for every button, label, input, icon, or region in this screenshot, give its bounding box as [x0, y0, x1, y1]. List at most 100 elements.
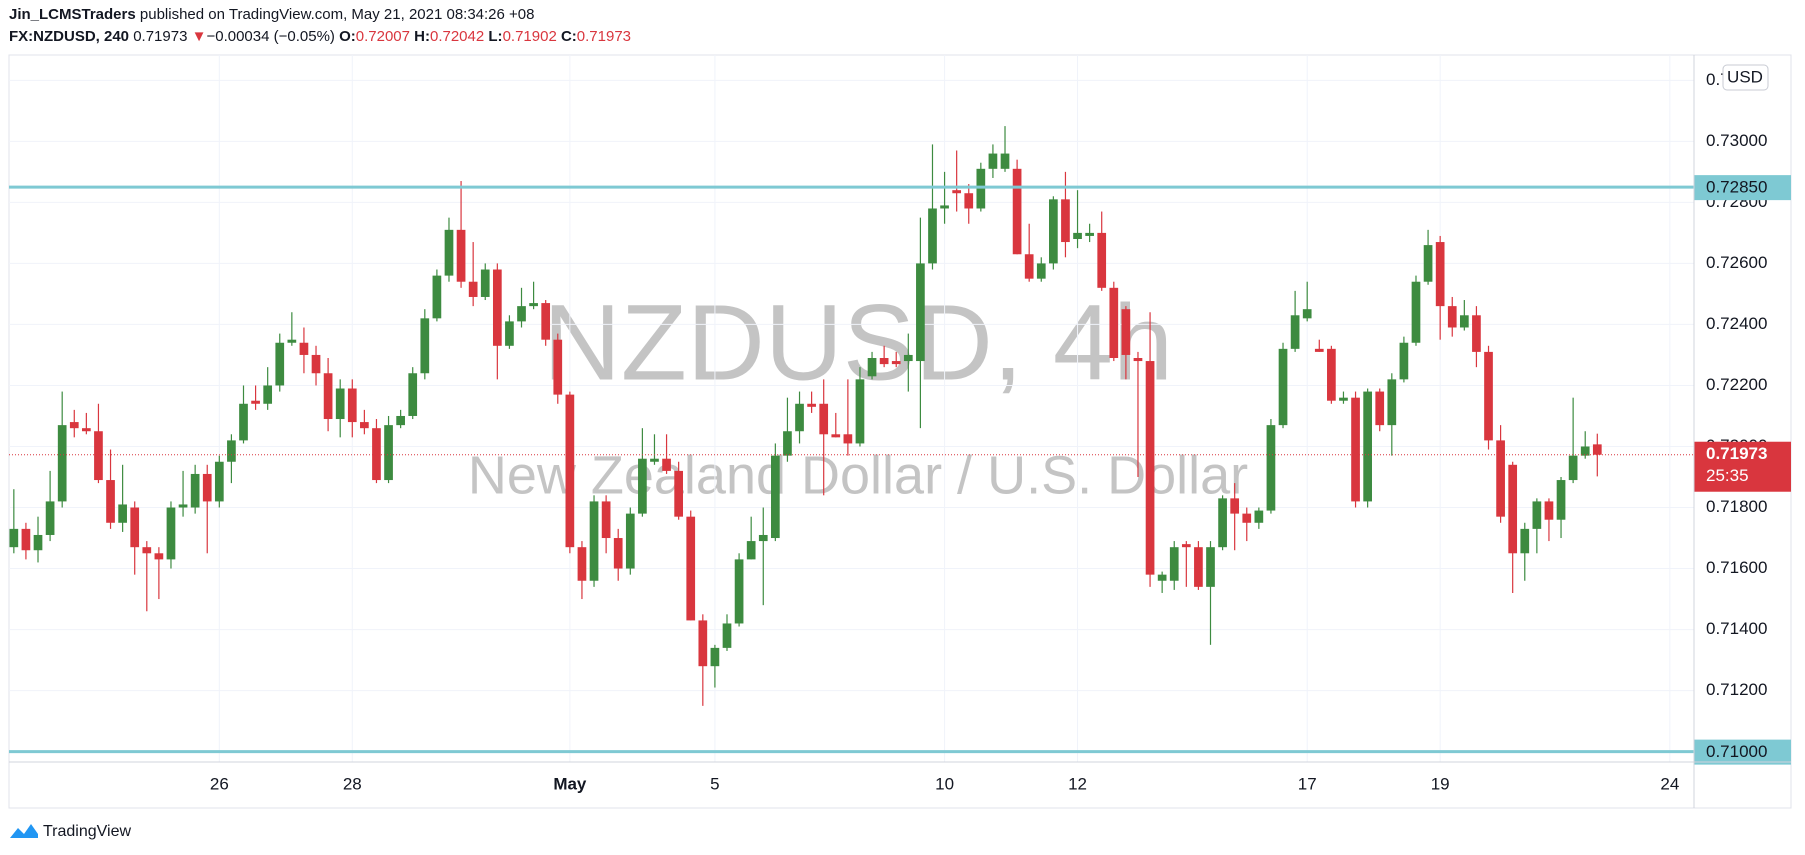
candle-body: [106, 480, 115, 523]
candle-body: [638, 458, 647, 514]
change: −0.00034 (−0.05%): [206, 28, 335, 45]
candle-body: [1290, 315, 1300, 349]
candle-body: [57, 425, 67, 502]
candle-body: [1411, 281, 1421, 343]
candle-body: [275, 342, 285, 386]
candle-body: [178, 504, 188, 508]
candle-body: [444, 229, 454, 276]
candle-body: [1218, 498, 1227, 548]
legend-value: 0.72007: [355, 28, 410, 45]
legend-label: L:: [488, 28, 503, 45]
frame: [8, 54, 1792, 809]
y-tick-label: 0.72600: [1706, 253, 1767, 272]
candle-body: [674, 470, 683, 517]
candle-body: [251, 400, 260, 404]
candle-body: [916, 263, 925, 362]
x-tick-label: 28: [343, 774, 362, 793]
candle-body: [940, 205, 949, 209]
candle-body: [541, 303, 551, 340]
candle-body: [625, 513, 635, 569]
candle-body: [529, 303, 538, 307]
candle-body: [492, 269, 502, 346]
candle-body: [1061, 199, 1070, 243]
candle-body: [976, 168, 986, 209]
candle-body: [420, 318, 430, 374]
candle-body: [118, 504, 127, 523]
candle-body: [650, 458, 659, 462]
candle-body: [1097, 232, 1107, 288]
candle-body: [843, 434, 853, 444]
candle-body: [783, 431, 792, 456]
candle-body: [577, 547, 587, 581]
y-tick-label: 0.71600: [1706, 558, 1767, 577]
candle-body: [879, 358, 889, 365]
candle-body: [1423, 245, 1433, 282]
candle-body: [517, 306, 526, 322]
author: Jin_LCMSTraders: [9, 6, 136, 23]
candle-body: [94, 431, 103, 481]
candle-body: [831, 434, 841, 438]
last-price-label: 0.71973: [1706, 444, 1767, 463]
watermark-description: New Zealand Dollar / U.S. Dollar: [468, 445, 1248, 505]
candle-body: [1363, 391, 1372, 502]
candle-body: [299, 342, 309, 355]
candle-body: [408, 373, 418, 416]
candle-body: [1242, 513, 1252, 523]
candle-body: [770, 455, 780, 539]
candle-body: [1278, 348, 1288, 426]
candle-body: [1230, 498, 1240, 514]
candle-body: [287, 339, 297, 343]
candle-body: [1327, 348, 1336, 401]
y-tick-label: 0.71200: [1706, 680, 1767, 699]
candle-body: [1206, 547, 1215, 587]
candle-body: [565, 394, 575, 548]
candle-body: [311, 354, 321, 374]
candle-body: [45, 501, 55, 535]
candle-body: [9, 528, 19, 548]
candle-body: [227, 440, 236, 462]
candle-body: [807, 403, 816, 407]
candle-body: [1520, 528, 1530, 554]
candle-body: [952, 190, 962, 194]
x-tick-label: 26: [210, 774, 229, 793]
candle-body: [819, 403, 829, 435]
x-tick-label: May: [553, 774, 587, 793]
symbol-line: FX:NZDUSD, 240 0.71973 ▼−0.00034 (−0.05%…: [9, 28, 631, 45]
candle-body: [396, 415, 405, 426]
candle-body: [710, 647, 720, 667]
candle-body: [662, 458, 671, 471]
legend-value: 0.71902: [502, 28, 557, 45]
candle-body: [166, 507, 176, 560]
legend-value: 0.72042: [429, 28, 485, 45]
candle-body: [795, 403, 804, 432]
currency: USD: [1727, 67, 1763, 86]
candle-body: [1254, 510, 1264, 523]
candle-body: [33, 534, 43, 551]
legend-label: C:: [560, 28, 577, 45]
candle-body: [1447, 306, 1457, 328]
level-label: 0.71000: [1706, 742, 1767, 761]
symbol: FX:NZDUSD, 240: [9, 28, 130, 45]
candle-body: [1085, 232, 1094, 236]
candle-body: [1000, 153, 1010, 169]
brand-logo: TradingView: [10, 823, 131, 840]
candle-body: [1133, 358, 1143, 362]
candle-body: [21, 528, 31, 551]
candle-body: [456, 229, 466, 282]
candle-body: [734, 559, 744, 624]
candle-body: [1592, 444, 1602, 455]
candle-body: [130, 507, 140, 548]
candle-body: [1121, 309, 1131, 355]
countdown: 25:35: [1706, 466, 1749, 485]
candle-body: [1073, 232, 1082, 239]
currency-box: [1722, 64, 1769, 91]
candle-body: [82, 428, 91, 432]
candle-body: [1339, 397, 1348, 401]
candle-body: [1145, 361, 1155, 575]
candle-body: [1532, 501, 1542, 529]
candle-body: [239, 403, 248, 441]
candle-body: [154, 553, 164, 560]
candle-body: [335, 388, 345, 420]
